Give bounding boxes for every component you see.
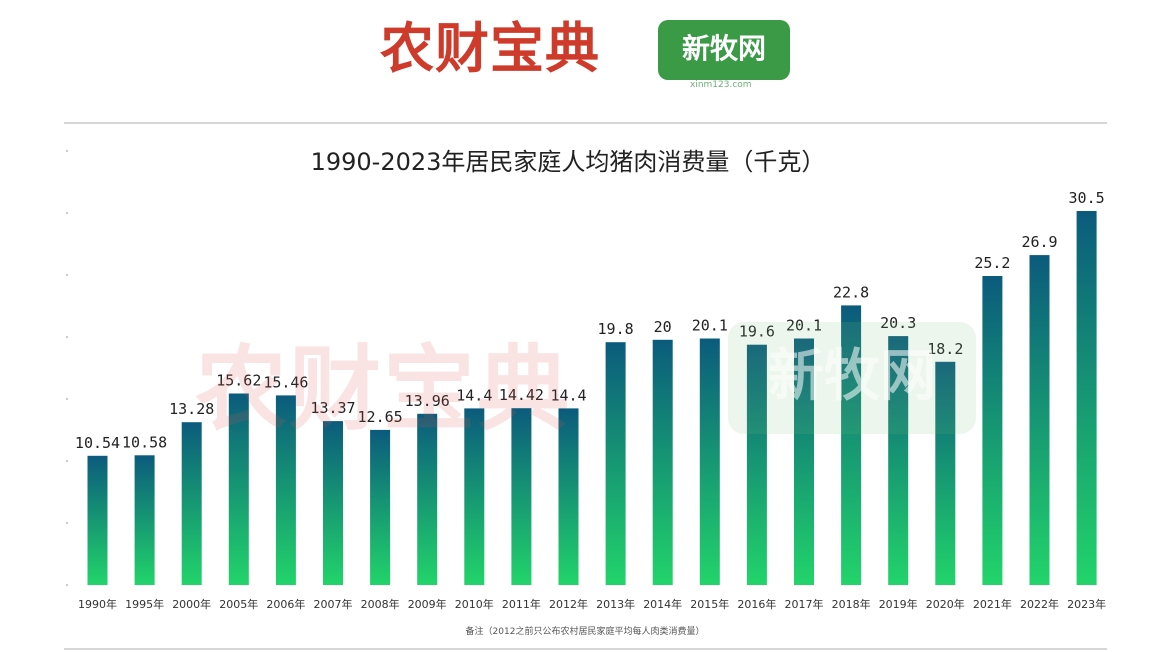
bar [841,305,862,585]
bar-value-label: 18.2 [927,340,963,358]
bar [699,338,720,585]
x-tick-label: 2018年 [832,597,871,611]
x-tick-label: 2000年 [172,597,211,611]
x-tick-label: 2020年 [926,597,965,611]
bar [323,421,343,585]
watermark-right: 新牧网 [728,322,976,434]
x-tick-label: 2013年 [596,597,635,611]
bar [1076,211,1097,585]
bar [935,361,956,585]
bar [746,344,767,585]
x-tick-labels: 1990年 1995年 2000年 2005年 2006年 2007年 2008年 2009年… [78,597,1106,611]
bar [982,276,1003,585]
watermark-left: 农财宝典 [195,336,572,443]
x-tick-label: 2005年 [219,597,258,611]
bar-value-label: 13.37 [310,399,355,417]
bar [511,408,532,585]
bar-value-label: 13.28 [169,400,214,418]
x-tick-label: 2016年 [737,597,776,611]
x-tick-label: 2015年 [690,597,729,611]
x-tick-label: 1990年 [78,597,117,611]
x-tick-label: 2017年 [785,597,824,611]
bar-value-label: 30.5 [1069,189,1105,207]
y-axis-ticks [66,150,68,586]
bar-value-label: 19.6 [739,323,775,341]
bar [228,393,249,585]
bar-value-label: 14.4 [550,386,586,404]
bar-value-label: 14.42 [499,386,544,404]
bar-value-label: 10.54 [75,434,120,452]
bar-value-label: 20.3 [880,314,916,332]
bar-value-label: 22.8 [833,283,869,301]
chart-title: 1990-2023年居民家庭人均猪肉消费量（千克） [311,148,826,176]
bar [652,339,673,585]
bar-value-label: 14.4 [456,386,492,404]
x-tick-label: 2007年 [314,597,353,611]
x-tick-label: 2014年 [643,597,682,611]
x-tick-label: 2019年 [879,597,918,611]
x-tick-label: 2008年 [361,597,400,611]
x-tick-label: 2006年 [266,597,305,611]
brand-logo-right: 新牧网 [658,20,790,80]
bar [275,395,296,585]
bar [794,338,814,585]
bar [181,422,202,585]
x-tick-label: 2012年 [549,597,588,611]
bar [417,413,438,585]
bar-value-label: 26.9 [1021,233,1057,251]
brand-logo-right-url: xinm123.com [690,80,752,90]
bar [134,455,155,585]
bar-value-label: 20 [654,318,672,336]
bar-value-label: 12.65 [358,408,403,426]
bar [464,408,485,585]
bar [87,455,108,585]
brand-logo-left: 农财宝典 [380,17,600,80]
bars [87,211,1097,585]
bar [370,429,391,585]
chart-footnote: 备注（2012之前只公布农村居民家庭平均每人肉类消费量） [465,627,705,637]
bar-value-label: 20.1 [786,317,822,335]
x-tick-label: 2009年 [408,597,447,611]
top-divider [64,122,1107,124]
x-tick-label: 2022年 [1020,597,1059,611]
bar-value-label: 15.62 [216,372,261,390]
bar [1029,255,1050,585]
bar [888,336,909,585]
bottom-divider [64,648,1107,650]
bar-value-label: 25.2 [974,254,1010,272]
x-tick-label: 2021年 [973,597,1012,611]
x-tick-label: 2010年 [455,597,494,611]
x-tick-label: 2011年 [502,597,541,611]
bar [558,408,579,585]
bar-value-label: 20.1 [692,317,728,335]
bar [605,342,626,585]
bar-value-label: 19.8 [598,320,634,338]
x-tick-label: 1995年 [125,597,164,611]
bar-value-label: 10.58 [122,433,167,451]
bar-value-label: 13.96 [405,392,450,410]
bar-value-label: 15.46 [263,373,308,391]
x-tick-label: 2023年 [1067,597,1106,611]
